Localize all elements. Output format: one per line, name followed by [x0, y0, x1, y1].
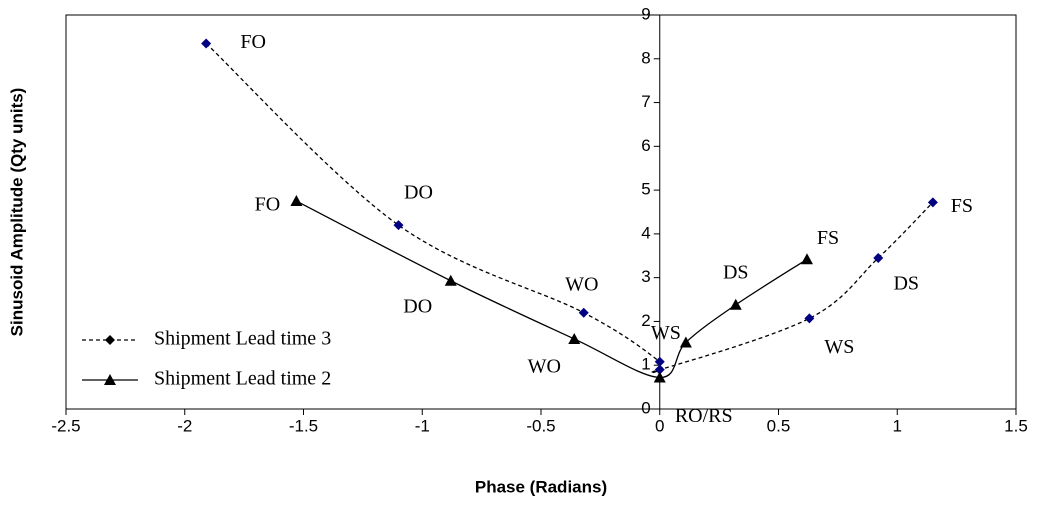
y-tick-label: 9 — [641, 4, 650, 23]
x-tick-label: -2.5 — [51, 416, 80, 435]
point-label: WS — [824, 336, 854, 358]
y-tick-label: 1 — [641, 355, 650, 374]
data-point — [654, 356, 665, 367]
x-tick-label: 1 — [893, 416, 902, 435]
data-point — [393, 220, 404, 231]
data-point — [653, 371, 666, 383]
legend-marker — [105, 335, 115, 345]
x-tick-label: -0.5 — [526, 416, 555, 435]
x-axis-title: Phase (Radians) — [475, 477, 607, 496]
data-point — [654, 364, 665, 375]
y-tick-label: 5 — [641, 180, 650, 199]
y-tick-label: 3 — [641, 267, 650, 286]
data-point — [568, 332, 581, 344]
data-point — [290, 195, 303, 207]
legend-marker — [104, 374, 116, 385]
y-axis-title: Sinusoid Amplitude (Qty units) — [7, 88, 26, 337]
y-tick-label: 8 — [641, 48, 650, 67]
point-label: DS — [723, 261, 749, 283]
point-label: FO — [240, 31, 266, 53]
x-tick-label: 0 — [655, 416, 664, 435]
y-tick-label: 7 — [641, 92, 650, 111]
point-label: RO/RS — [675, 405, 733, 427]
point-label: WO — [528, 356, 561, 378]
data-point — [801, 253, 813, 265]
y-tick-label: 0 — [641, 398, 650, 417]
legend-label: Shipment Lead time 3 — [154, 328, 331, 350]
point-label: DO — [404, 182, 433, 204]
legend-label: Shipment Lead time 2 — [154, 368, 331, 390]
point-label: WS — [651, 322, 681, 344]
series-line — [296, 200, 808, 379]
x-tick-label: 0.5 — [767, 416, 791, 435]
series-line — [205, 42, 934, 374]
data-point — [578, 307, 589, 318]
x-tick-label: -2 — [177, 416, 192, 435]
point-label: DO — [403, 295, 432, 317]
point-label: FS — [817, 227, 839, 249]
point-label: FS — [951, 195, 973, 217]
x-tick-label: -1 — [415, 416, 430, 435]
y-tick-label: 6 — [641, 136, 650, 155]
x-tick-label: -1.5 — [289, 416, 318, 435]
data-point — [679, 336, 692, 348]
x-tick-label: 1.5 — [1004, 416, 1028, 435]
point-label: DS — [893, 273, 919, 295]
data-point — [444, 274, 457, 286]
y-tick-label: 2 — [641, 311, 650, 330]
data-point — [804, 313, 815, 324]
data-point — [729, 298, 742, 310]
data-point — [201, 38, 212, 49]
point-label: FO — [255, 194, 281, 216]
y-tick-label: 4 — [641, 223, 650, 242]
point-label: WO — [565, 273, 598, 295]
data-point — [927, 197, 938, 208]
plot-frame — [65, 14, 1017, 410]
data-point — [873, 252, 884, 263]
